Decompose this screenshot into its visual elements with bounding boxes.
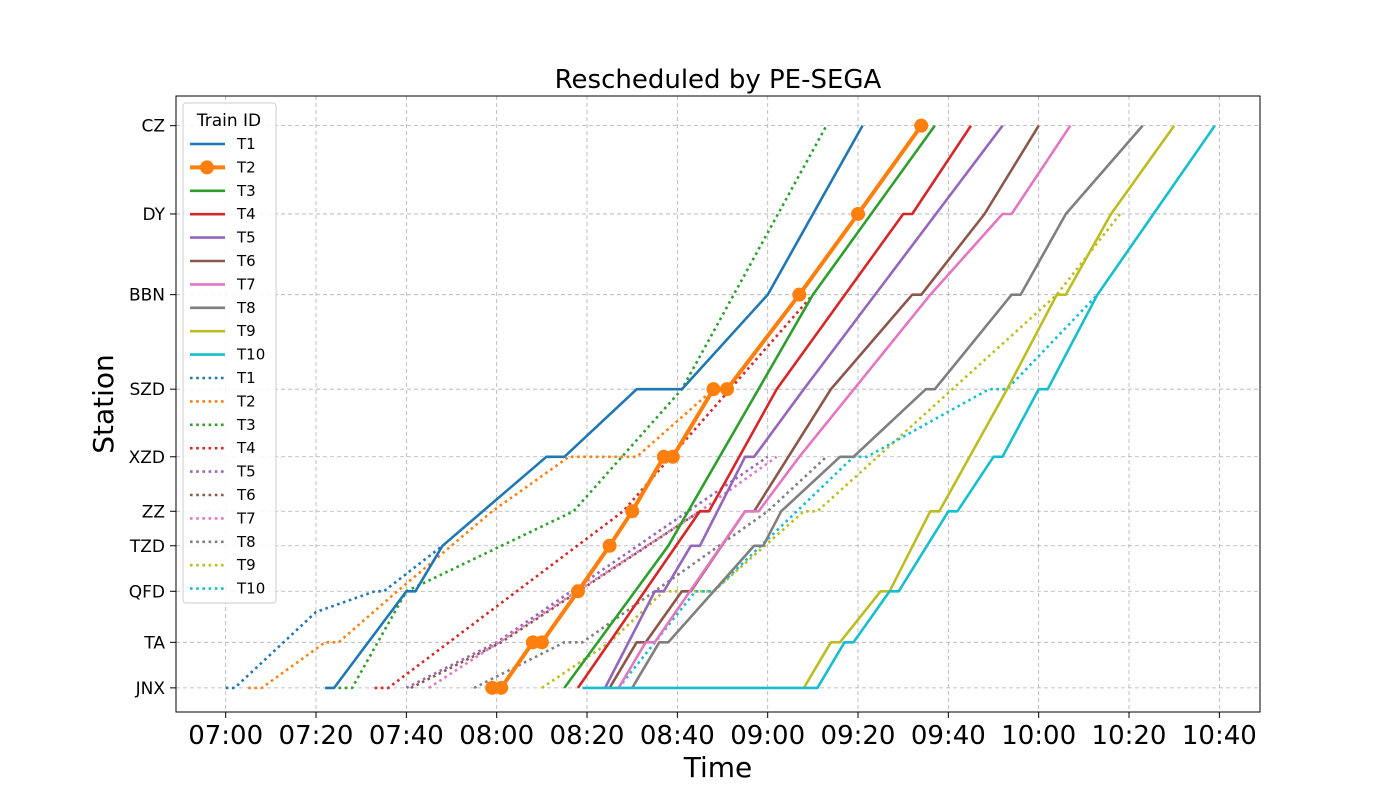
y-tick-label-bbn: BBN bbox=[129, 286, 165, 306]
x-tick-label: 08:40 bbox=[640, 721, 715, 751]
legend-label: T9 bbox=[236, 556, 256, 574]
series-layer bbox=[225, 118, 1216, 695]
legend-label: T6 bbox=[236, 252, 256, 270]
legend-label: T2 bbox=[236, 392, 256, 410]
x-tick-label: 08:20 bbox=[550, 721, 625, 751]
data-point-t2 bbox=[534, 635, 549, 650]
series-line-t4-planned bbox=[374, 293, 814, 690]
data-point-t2 bbox=[914, 118, 929, 133]
x-axis-label: Time bbox=[683, 751, 753, 784]
series-line-t9-planned bbox=[541, 213, 1122, 689]
legend-label: T3 bbox=[236, 182, 256, 200]
y-tick-label-qfd: QFD bbox=[129, 582, 165, 602]
x-tick-label: 10:40 bbox=[1182, 721, 1257, 751]
series-line-t2-planned bbox=[248, 388, 715, 690]
series-line-t10-rescheduled bbox=[582, 124, 1216, 690]
legend-box bbox=[182, 102, 277, 604]
series-line-t4-rescheduled bbox=[576, 124, 972, 689]
legend-label: T5 bbox=[236, 229, 256, 247]
legend-label: T1 bbox=[236, 369, 256, 387]
series-line-t10-planned bbox=[617, 293, 1099, 689]
legend-label: T1 bbox=[236, 135, 256, 153]
legend-label: T7 bbox=[236, 509, 256, 527]
chart-title: Rescheduled by PE-SEGA bbox=[555, 65, 882, 95]
series-line-t1-planned bbox=[225, 544, 444, 690]
legend-marker bbox=[200, 160, 214, 175]
legend-label: T8 bbox=[236, 299, 256, 317]
data-point-t2 bbox=[625, 504, 640, 519]
data-point-t2 bbox=[494, 680, 509, 695]
y-tick-label-ta: TA bbox=[143, 633, 165, 653]
series-line-t9-rescheduled bbox=[802, 124, 1176, 689]
series-line-t6-rescheduled bbox=[608, 125, 1040, 689]
y-axis-label: Station bbox=[87, 354, 120, 454]
data-point-t2 bbox=[792, 287, 807, 302]
y-tick-label-xzd: XZD bbox=[129, 448, 165, 468]
data-point-t2 bbox=[665, 449, 680, 464]
series-line-t5-rescheduled bbox=[603, 124, 1004, 689]
legend-label: T10 bbox=[236, 580, 265, 598]
legend-label: T4 bbox=[236, 439, 256, 457]
x-tick-label: 08:00 bbox=[459, 721, 534, 751]
legend-label: T10 bbox=[236, 346, 265, 364]
x-tick-label: 09:40 bbox=[911, 721, 986, 751]
y-tick-label-tzd: TZD bbox=[129, 537, 165, 557]
legend-label: T4 bbox=[236, 205, 256, 223]
series-line-t7-rescheduled bbox=[617, 124, 1072, 689]
legend-label: T7 bbox=[236, 275, 256, 293]
y-tick-label-cz: CZ bbox=[141, 117, 165, 137]
legend-label: T9 bbox=[236, 322, 256, 340]
grid bbox=[176, 96, 1260, 712]
y-tick-label-szd: SZD bbox=[129, 380, 165, 400]
legend-label: T3 bbox=[236, 416, 256, 434]
data-point-t2 bbox=[720, 382, 735, 397]
x-tick-label: 09:20 bbox=[821, 721, 896, 751]
x-tick-label: 07:00 bbox=[188, 721, 263, 751]
legend-title: Train ID bbox=[196, 111, 261, 131]
legend-items: T1 T2 T3 T4 T5 T6 T7 T8 T9 T10 T1 T2 T3 T4 T5 T6 T7 T8 T9 T… bbox=[190, 135, 265, 598]
series-line-t3-planned bbox=[338, 125, 828, 690]
x-tick-label: 10:20 bbox=[1092, 721, 1167, 751]
legend-label: T6 bbox=[236, 486, 256, 504]
y-axis: JNX TA QFD TZD ZZ XZD SZD BBN DY CZ bbox=[129, 117, 176, 699]
x-axis: 07:00 07:20 07:40 08:00 08:20 08:40 09:00 09:20… bbox=[188, 712, 1257, 751]
x-tick-label: 07:20 bbox=[279, 721, 354, 751]
series-line-t1-rescheduled bbox=[325, 125, 864, 690]
data-point-t2 bbox=[570, 584, 585, 599]
legend-label: T5 bbox=[236, 463, 256, 481]
x-tick-label: 07:40 bbox=[369, 721, 444, 751]
series-line-t8-rescheduled bbox=[631, 124, 1144, 689]
series-line-t8-planned bbox=[473, 455, 828, 690]
y-tick-label-zz: ZZ bbox=[142, 502, 165, 522]
y-tick-label-jnx: JNX bbox=[135, 679, 166, 699]
series-line-t6-planned bbox=[410, 510, 701, 690]
data-point-t2 bbox=[602, 538, 617, 553]
data-point-t2 bbox=[851, 206, 866, 221]
legend: Train ID T1 T2 T3 T4 T5 T6 T7 T8 T9 T10 T1 T2 T3 T4 T5… bbox=[182, 102, 277, 604]
y-tick-label-dy: DY bbox=[142, 205, 165, 225]
data-point-t2 bbox=[706, 382, 721, 397]
series-line-t3-rescheduled bbox=[563, 124, 936, 689]
legend-label: T8 bbox=[236, 533, 256, 551]
legend-label: T2 bbox=[236, 158, 256, 176]
plot-frame bbox=[175, 95, 1261, 713]
x-tick-label: 09:00 bbox=[730, 721, 805, 751]
x-tick-label: 10:00 bbox=[1001, 721, 1076, 751]
